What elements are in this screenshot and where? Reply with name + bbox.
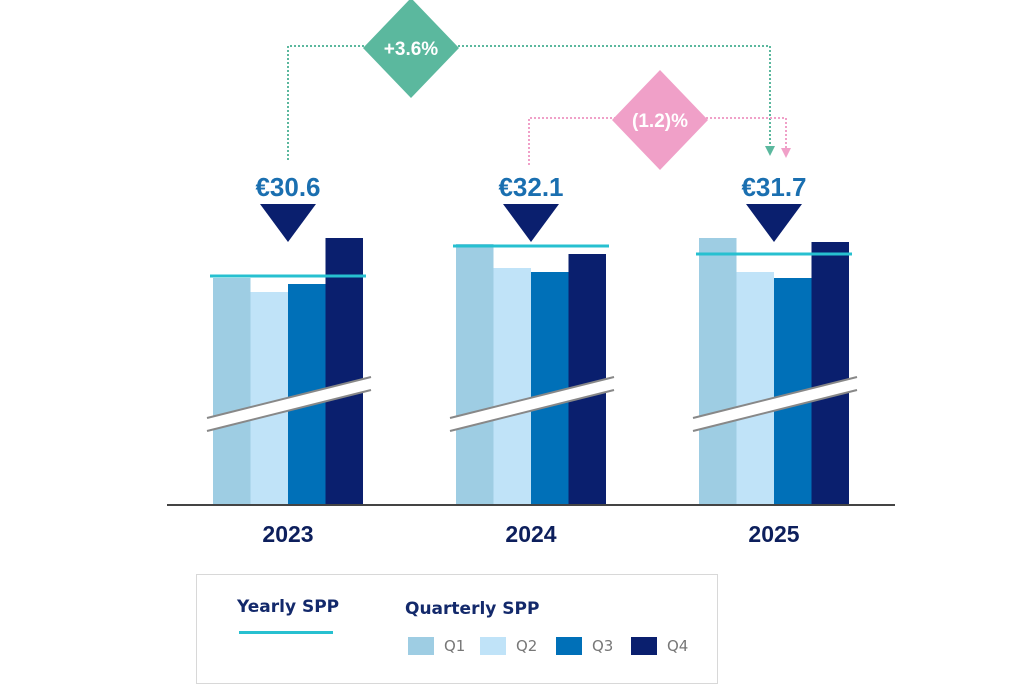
- yearly-value-label-2025: €31.7: [741, 172, 806, 202]
- pointer-triangle: [503, 204, 559, 242]
- change-label: (1.2)%: [632, 111, 688, 132]
- bar-2024-Q4: [568, 254, 606, 505]
- bar-2025-Q4: [811, 242, 849, 505]
- axis-break-line: [206, 376, 372, 419]
- yearly-value-label-2024: €32.1: [498, 172, 563, 202]
- legend-quarterly-title: Quarterly SPP: [405, 599, 540, 619]
- bar-2024-Q1: [456, 244, 494, 505]
- axis-break: [207, 377, 371, 431]
- legend-swatch: [408, 637, 434, 655]
- legend-swatch: [556, 637, 582, 655]
- legend-swatch: [631, 637, 657, 655]
- bar-2025-Q2: [736, 272, 774, 505]
- axis-break-line: [692, 376, 858, 419]
- legend-item-q3: Q3: [556, 637, 613, 655]
- legend-item-q2: Q2: [480, 637, 537, 655]
- axis-break-line: [449, 376, 615, 419]
- legend-label: Q1: [444, 637, 466, 655]
- axis-break: [450, 377, 614, 431]
- arrow-head-icon: [781, 148, 791, 158]
- axis-break-line: [206, 389, 372, 432]
- change-label: +3.6%: [384, 39, 439, 60]
- bar-2023-Q1: [213, 278, 251, 505]
- change-diamond: [612, 70, 708, 170]
- change-connector: [287, 45, 771, 160]
- bar-2024-Q3: [531, 272, 569, 505]
- legend-swatch: [480, 637, 506, 655]
- pointer-triangle: [260, 204, 316, 242]
- legend-label: Q3: [592, 637, 614, 655]
- yearly-value-label-2023: €30.6: [255, 172, 320, 202]
- arrow-head-icon: [765, 146, 775, 156]
- legend-item-q4: Q4: [631, 637, 688, 655]
- bar-2023-Q4: [325, 238, 363, 505]
- axis-break: [693, 377, 857, 431]
- legend: Yearly SPP Quarterly SPP Q1 Q2 Q3 Q4: [196, 574, 718, 684]
- x-tick-label-2025: 2025: [748, 521, 799, 547]
- legend-label: Q4: [667, 637, 689, 655]
- legend-item-q1: Q1: [408, 637, 465, 655]
- legend-label: Q2: [516, 637, 538, 655]
- legend-yearly-title: Yearly SPP: [237, 597, 340, 617]
- axis-break-line: [449, 389, 615, 432]
- change-connector: [528, 117, 787, 165]
- bar-2025-Q1: [699, 238, 737, 505]
- x-tick-label-2023: 2023: [262, 521, 313, 547]
- legend-yearly-line: [239, 631, 333, 634]
- pointer-triangle: [746, 204, 802, 242]
- x-tick-label-2024: 2024: [505, 521, 556, 547]
- axis-break-line: [692, 389, 858, 432]
- bar-2024-Q2: [493, 268, 531, 505]
- change-diamond: [363, 0, 459, 98]
